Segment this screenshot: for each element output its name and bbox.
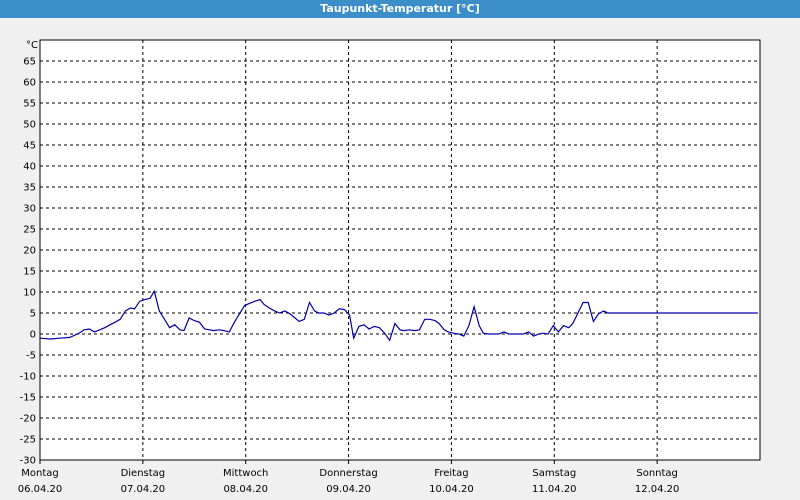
x-tick-date: 12.04.20: [635, 484, 680, 495]
y-tick-label: 0: [30, 330, 36, 341]
x-tick-date: 10.04.20: [429, 484, 474, 495]
x-tick-day: Samstag: [532, 468, 576, 479]
y-tick-label: 45: [23, 141, 36, 152]
x-tick-day: Sonntag: [636, 468, 678, 479]
y-tick-label: 35: [23, 183, 36, 194]
y-axis-label: °C: [26, 40, 38, 51]
x-tick-day: Freitag: [434, 468, 468, 479]
y-tick-label: -15: [20, 393, 36, 404]
y-tick-label: 25: [23, 225, 36, 236]
y-tick-label: 50: [23, 120, 36, 131]
x-tick-date: 09.04.20: [326, 484, 371, 495]
y-tick-label: 30: [23, 204, 36, 215]
y-tick-label: -10: [20, 372, 36, 383]
y-tick-label: 55: [23, 99, 36, 110]
x-tick-day: Mittwoch: [223, 468, 268, 479]
x-tick-date: 08.04.20: [223, 484, 268, 495]
series-line: [39, 289, 758, 342]
y-tick-label: 20: [23, 246, 36, 257]
x-tick-day: Dienstag: [121, 468, 166, 479]
x-tick-day: Donnerstag: [319, 468, 377, 479]
y-tick-label: 15: [23, 267, 36, 278]
x-tick-date: 07.04.20: [121, 484, 166, 495]
y-tick-label: -30: [20, 456, 36, 467]
x-tick-date: 11.04.20: [532, 484, 577, 495]
y-tick-label: 10: [23, 288, 36, 299]
y-tick-label: 5: [30, 309, 36, 320]
y-tick-label: -25: [20, 435, 36, 446]
y-tick-label: -5: [26, 351, 36, 362]
x-tick-day: Montag: [21, 468, 58, 479]
y-tick-label: 60: [23, 78, 36, 89]
y-tick-label: 40: [23, 162, 36, 173]
x-tick-date: 06.04.20: [18, 484, 63, 495]
y-tick-label: -20: [20, 414, 36, 425]
y-tick-label: 65: [23, 57, 36, 68]
plot-frame: [39, 39, 761, 461]
chart-title: Taupunkt-Temperatur [°C]: [0, 0, 800, 18]
